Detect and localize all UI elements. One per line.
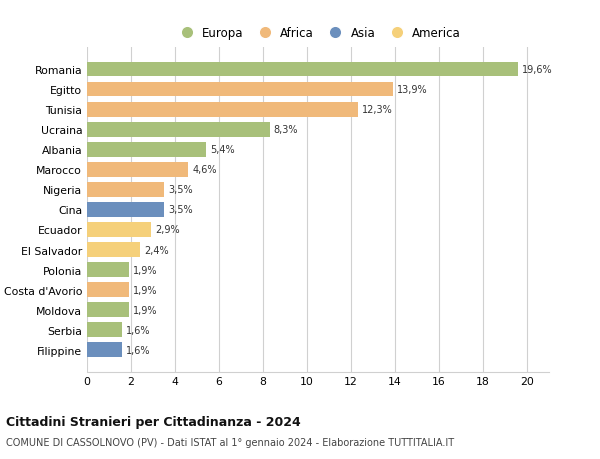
Text: 13,9%: 13,9%	[397, 85, 427, 95]
Text: 1,9%: 1,9%	[133, 285, 157, 295]
Bar	[87, 163, 188, 177]
Text: 1,6%: 1,6%	[126, 325, 151, 335]
Bar	[87, 223, 151, 237]
Text: 1,9%: 1,9%	[133, 265, 157, 275]
Bar	[87, 263, 129, 277]
Bar	[87, 343, 122, 357]
Text: 2,9%: 2,9%	[155, 225, 179, 235]
Bar	[87, 243, 140, 257]
Bar	[87, 203, 164, 217]
Text: 8,3%: 8,3%	[274, 125, 298, 135]
Text: 19,6%: 19,6%	[522, 65, 553, 75]
Bar	[87, 283, 129, 297]
Bar	[87, 143, 206, 157]
Text: Cittadini Stranieri per Cittadinanza - 2024: Cittadini Stranieri per Cittadinanza - 2…	[6, 415, 301, 428]
Bar	[87, 323, 122, 337]
Legend: Europa, Africa, Asia, America: Europa, Africa, Asia, America	[175, 27, 461, 39]
Text: 2,4%: 2,4%	[144, 245, 169, 255]
Text: 4,6%: 4,6%	[192, 165, 217, 175]
Bar	[87, 83, 393, 97]
Text: 3,5%: 3,5%	[168, 185, 193, 195]
Bar	[87, 63, 518, 77]
Bar	[87, 103, 358, 117]
Bar	[87, 183, 164, 197]
Bar	[87, 303, 129, 317]
Text: COMUNE DI CASSOLNOVO (PV) - Dati ISTAT al 1° gennaio 2024 - Elaborazione TUTTITA: COMUNE DI CASSOLNOVO (PV) - Dati ISTAT a…	[6, 437, 454, 447]
Text: 5,4%: 5,4%	[210, 145, 235, 155]
Text: 1,6%: 1,6%	[126, 345, 151, 355]
Text: 12,3%: 12,3%	[362, 105, 392, 115]
Bar	[87, 123, 269, 137]
Text: 3,5%: 3,5%	[168, 205, 193, 215]
Text: 1,9%: 1,9%	[133, 305, 157, 315]
